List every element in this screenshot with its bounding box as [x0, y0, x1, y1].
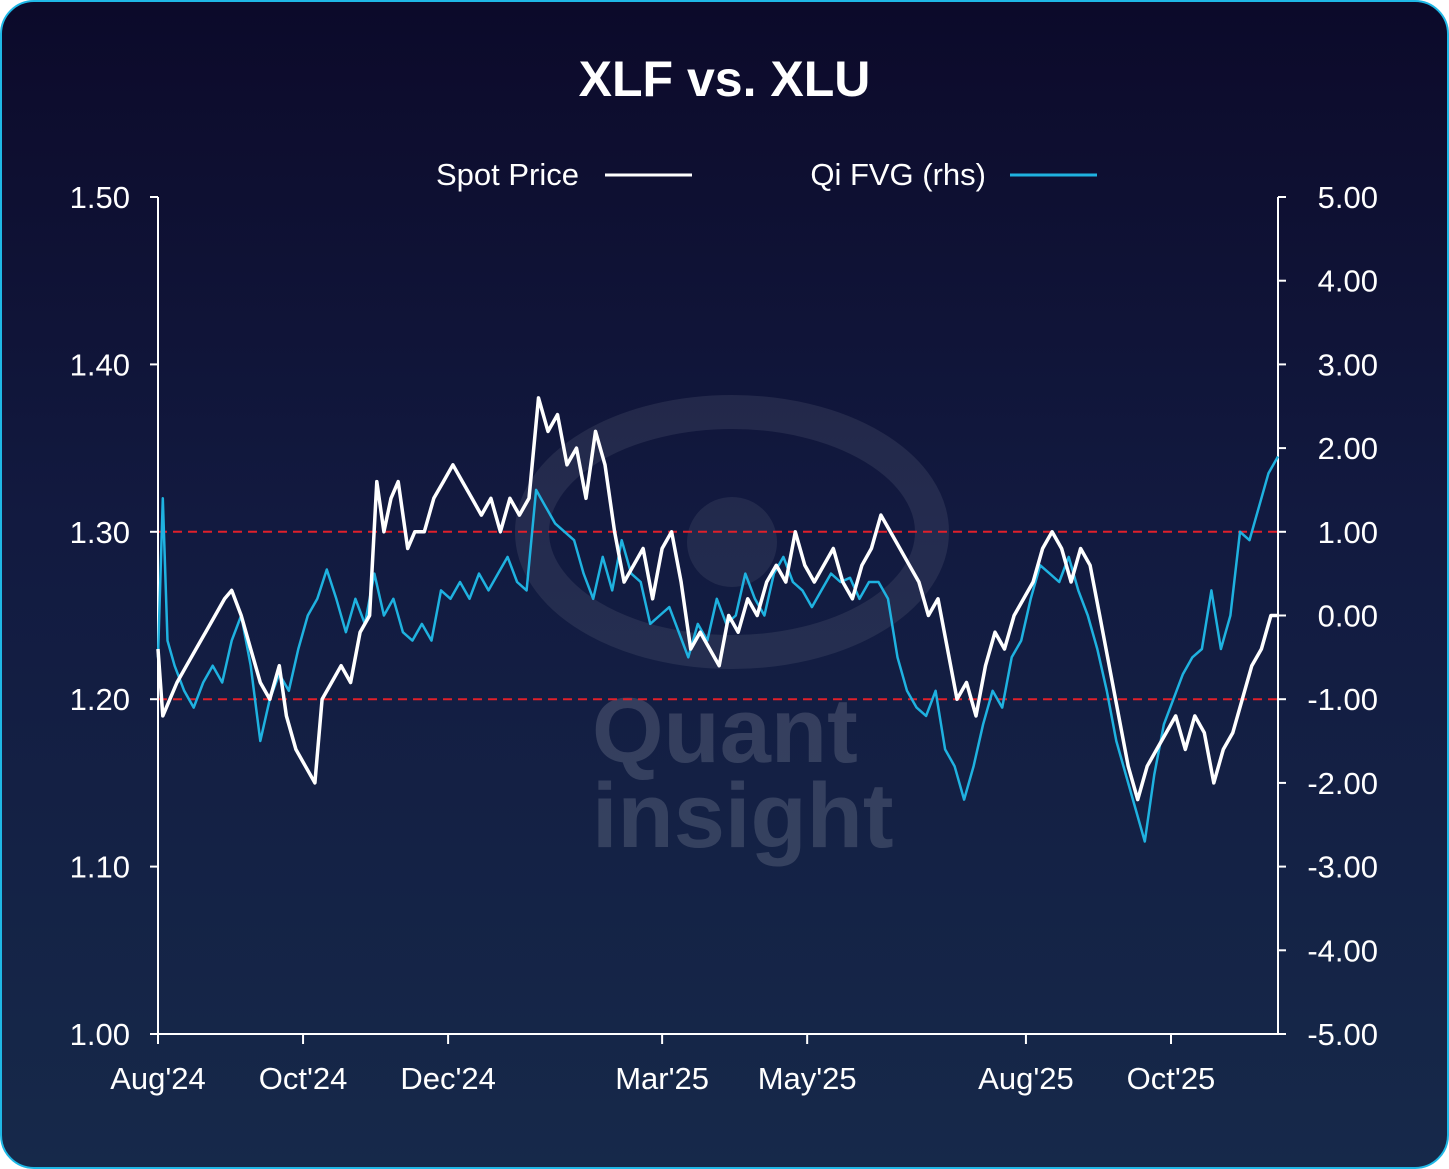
right-tick-label-6: 1.00 [1318, 515, 1378, 550]
reference-lines [158, 530, 1278, 701]
legend-label-qi-fvg: Qi FVG (rhs) [810, 157, 986, 192]
left-tick-label-5: 1.50 [70, 180, 130, 215]
right-tick-label-10: 5.00 [1318, 180, 1378, 215]
x-tick-label-3: Mar'25 [615, 1061, 709, 1096]
series-group [156, 396, 1280, 843]
chart-title: XLF vs. XLU [578, 51, 871, 107]
right-tick-label-1: -4.00 [1307, 933, 1378, 968]
watermark: Quant insight [515, 395, 949, 867]
right-tick-label-2: -3.00 [1307, 850, 1378, 885]
left-tick-label-1: 1.10 [70, 850, 130, 885]
left-tick-label-2: 1.20 [70, 682, 130, 717]
right-tick-label-9: 4.00 [1318, 264, 1378, 299]
legend: Spot Price Qi FVG (rhs) [436, 157, 1097, 192]
right-tick-label-7: 2.00 [1318, 431, 1378, 466]
right-tick-label-0: -5.00 [1307, 1017, 1378, 1052]
watermark-pupil-icon [687, 497, 777, 587]
left-tick-label-0: 1.00 [70, 1017, 130, 1052]
x-tick-label-1: Oct'24 [259, 1061, 348, 1096]
x-tick-label-6: Oct'25 [1127, 1061, 1216, 1096]
x-tick-label-0: Aug'24 [110, 1061, 206, 1096]
x-tick-label-4: May'25 [758, 1061, 857, 1096]
series-line-qi-fvg [156, 455, 1280, 843]
left-tick-label-4: 1.40 [70, 347, 130, 382]
series-line-spot-price [156, 396, 1278, 802]
right-tick-label-3: -2.00 [1307, 766, 1378, 801]
left-tick-label-3: 1.30 [70, 515, 130, 550]
watermark-line-2: insight [592, 765, 894, 867]
axes: 1.00 1.10 1.20 1.30 1.40 1.50 -5.00 -4.00 -3.00 -… [70, 180, 1378, 1096]
legend-label-spot-price: Spot Price [436, 157, 579, 192]
x-tick-label-5: Aug'25 [978, 1061, 1074, 1096]
right-tick-label-5: 0.00 [1318, 599, 1378, 634]
right-tick-label-8: 3.00 [1318, 347, 1378, 382]
x-tick-label-2: Dec'24 [400, 1061, 496, 1096]
watermark-line-1: Quant [592, 680, 858, 782]
right-tick-label-4: -1.00 [1307, 682, 1378, 717]
